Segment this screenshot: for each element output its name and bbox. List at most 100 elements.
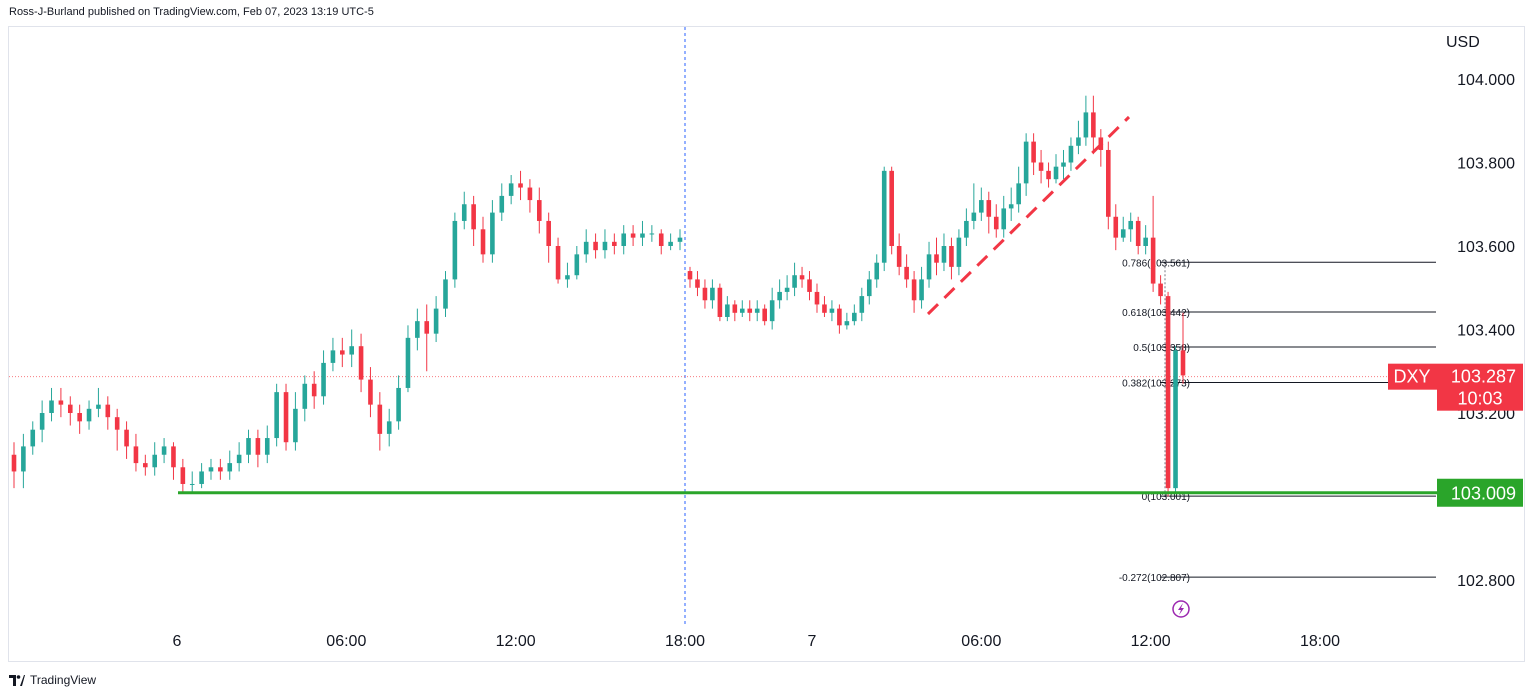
candle-body — [1135, 220, 1141, 246]
candle — [527, 179, 533, 213]
candle-body — [658, 233, 664, 246]
candle-body — [1128, 220, 1134, 230]
candle-body — [1180, 350, 1186, 376]
candle-body — [926, 254, 932, 280]
candle — [11, 442, 17, 489]
candle — [377, 392, 383, 451]
fibonacci-retracement[interactable]: 0.786(103.561) 0.618(103.442) 0.5(103.358)… — [1119, 258, 1436, 584]
candle-body — [762, 308, 767, 322]
candle — [433, 296, 439, 343]
support-price-badge — [1437, 478, 1523, 507]
candle — [866, 271, 872, 305]
candle — [396, 375, 401, 430]
y-tick-label: 103.800 — [1457, 156, 1515, 173]
candle — [405, 325, 411, 393]
candle — [1106, 141, 1111, 230]
candle — [349, 329, 354, 368]
candle — [58, 387, 64, 418]
candle-body — [602, 241, 608, 251]
candle — [574, 246, 580, 280]
candle — [1083, 95, 1089, 146]
candle-body — [1106, 149, 1111, 217]
candle-body — [536, 200, 542, 221]
candle — [415, 308, 420, 351]
candle — [1016, 166, 1021, 213]
candle-body — [124, 429, 129, 447]
candle — [227, 450, 233, 480]
candle-body — [874, 262, 880, 280]
candle-body — [199, 471, 204, 484]
candle-body — [829, 308, 835, 313]
candle-body — [480, 229, 486, 255]
candle-body — [919, 279, 924, 301]
x-tick-label: 18:00 — [1300, 633, 1340, 650]
candle — [1113, 204, 1119, 251]
time-axis[interactable]: 6 06:00 12:00 18:00 7 06:00 12:00 18:00 — [173, 633, 1341, 650]
price-axis[interactable]: 104.000103.800103.600103.400103.200102.8… — [1457, 72, 1515, 590]
candle-body — [39, 413, 45, 430]
candle-body — [814, 291, 820, 305]
support-price-label: 103.009 — [1451, 484, 1516, 504]
candle-body — [461, 204, 467, 221]
candle — [612, 233, 617, 255]
candle — [1120, 216, 1126, 242]
candle-body — [621, 233, 627, 246]
candle-body — [896, 246, 902, 267]
candle — [499, 183, 505, 221]
candle — [21, 433, 26, 489]
candle — [986, 191, 992, 234]
candle — [874, 254, 880, 288]
candle-body — [499, 195, 505, 213]
x-tick-label: 12:00 — [496, 633, 536, 650]
candle — [311, 371, 317, 409]
fib-level-label: 0.382(103.273) — [1122, 379, 1190, 390]
candle — [687, 266, 693, 288]
candle-body — [1165, 296, 1171, 489]
candle — [161, 438, 167, 464]
candle — [934, 237, 939, 276]
candle-body — [986, 200, 992, 217]
candle — [904, 254, 909, 288]
candle-body — [143, 463, 148, 468]
candle-body — [152, 454, 158, 468]
candle — [274, 383, 279, 447]
candle — [30, 421, 36, 455]
candle-body — [725, 304, 730, 317]
candle-body — [941, 246, 947, 263]
chart-frame — [8, 26, 1525, 662]
candle-body — [747, 308, 753, 313]
candle — [799, 266, 805, 288]
candle-body — [687, 271, 693, 280]
candle-body — [668, 241, 673, 246]
candle-body — [630, 233, 636, 238]
candle — [971, 183, 977, 230]
candle-body — [227, 463, 233, 472]
candle — [602, 229, 608, 259]
candle — [199, 463, 204, 489]
candle — [1150, 195, 1156, 292]
candle — [77, 404, 82, 434]
footer-brand: TradingView — [30, 673, 97, 687]
candle-body — [86, 408, 92, 422]
symbol-badge-label: DXY — [1393, 367, 1430, 387]
candle-body — [889, 170, 894, 246]
fib-level-label: 0(103.001) — [1142, 492, 1190, 503]
candle — [1008, 187, 1014, 221]
candle-body — [77, 413, 82, 422]
candle-body — [358, 346, 364, 380]
candle — [1023, 133, 1029, 196]
candle — [941, 233, 947, 272]
rising-trendline[interactable] — [926, 115, 1131, 316]
candle-body — [1120, 229, 1126, 238]
candle-body — [396, 387, 401, 422]
candle-body — [565, 275, 570, 280]
candle — [255, 429, 261, 468]
candle-body — [677, 237, 683, 242]
candle — [702, 279, 708, 309]
fib-level-label: 0.5(103.358) — [1133, 343, 1190, 354]
lightning-icon[interactable] — [1172, 600, 1190, 618]
candle — [844, 312, 850, 330]
candle-body — [710, 287, 715, 301]
candle-body — [246, 438, 251, 455]
